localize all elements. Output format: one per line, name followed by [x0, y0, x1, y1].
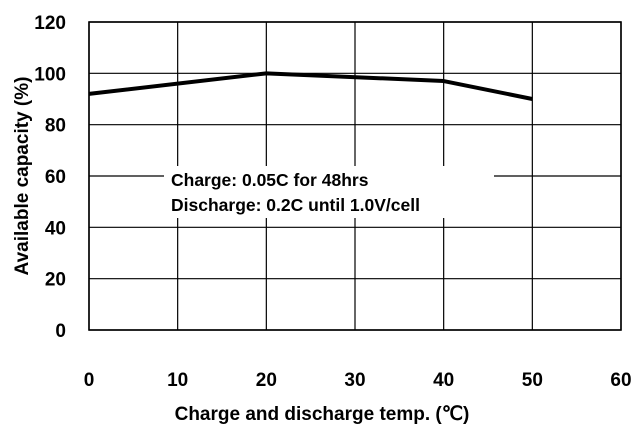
x-tick-labels: 0 10 20 30 40 50 60	[84, 370, 632, 391]
x-tick-label: 30	[344, 370, 365, 391]
x-tick-label: 20	[256, 370, 277, 391]
annotation-line: Discharge: 0.2C until 1.0V/cell	[171, 195, 420, 215]
plot-border	[88, 21, 622, 331]
plot-frame	[88, 21, 622, 331]
y-axis-title: Available capacity (%)	[12, 77, 33, 276]
y-tick-label: 80	[45, 116, 66, 137]
y-tick-label: 40	[45, 218, 66, 239]
x-tick-label: 50	[522, 370, 543, 391]
y-tick-label: 100	[34, 64, 66, 85]
x-tick-label: 0	[84, 370, 95, 391]
series-layer	[88, 71, 533, 101]
y-tick-label: 20	[45, 270, 66, 291]
annotation-line: Charge: 0.05C for 48hrs	[171, 170, 369, 190]
y-tick-label: 0	[55, 321, 66, 342]
series-line	[88, 71, 533, 101]
x-tick-label: 40	[433, 370, 454, 391]
y-tick-label: 60	[45, 167, 66, 188]
annotation-background	[164, 166, 494, 218]
x-axis-title: Charge and discharge temp. (℃)	[175, 404, 470, 425]
x-tick-label: 10	[167, 370, 188, 391]
annotation-box: Charge: 0.05C for 48hrs Discharge: 0.2C …	[164, 166, 494, 218]
x-tick-label: 60	[610, 370, 631, 391]
y-tick-label: 120	[34, 13, 66, 34]
y-tick-labels: 0 20 40 60 80 100 120	[34, 13, 66, 342]
